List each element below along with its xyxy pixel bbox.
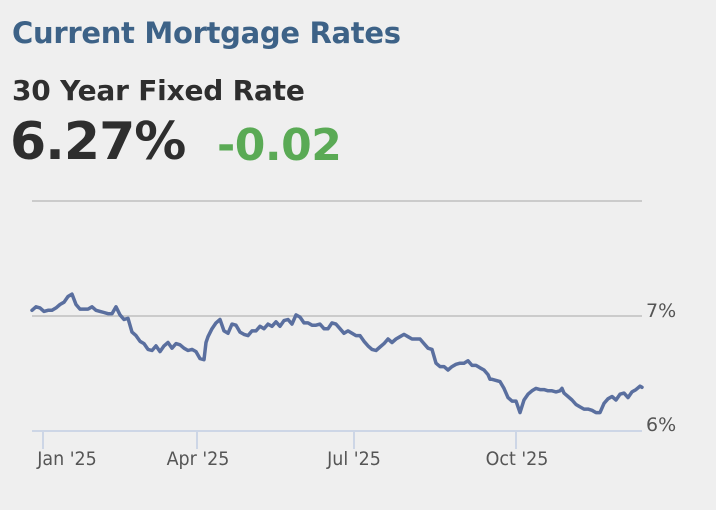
x-tick-label-jan: Jan '25 (37, 448, 97, 470)
x-axis-ticks (42, 431, 517, 449)
x-tick-label-oct: Oct '25 (485, 448, 549, 470)
current-rate-value: 6.27% (10, 112, 186, 172)
y-tick-label-7: 7% (646, 300, 677, 322)
header-divider (32, 200, 642, 202)
x-tick-label-apr: Apr '25 (166, 448, 230, 470)
x-tick-label-jul: Jul '25 (327, 448, 381, 470)
rate-type-label: 30 Year Fixed Rate (12, 74, 305, 107)
rate-change-value: -0.02 (217, 120, 342, 171)
page-title: Current Mortgage Rates (12, 16, 401, 50)
y-tick-label-6: 6% (646, 414, 677, 436)
rate-series-line (30, 292, 644, 415)
